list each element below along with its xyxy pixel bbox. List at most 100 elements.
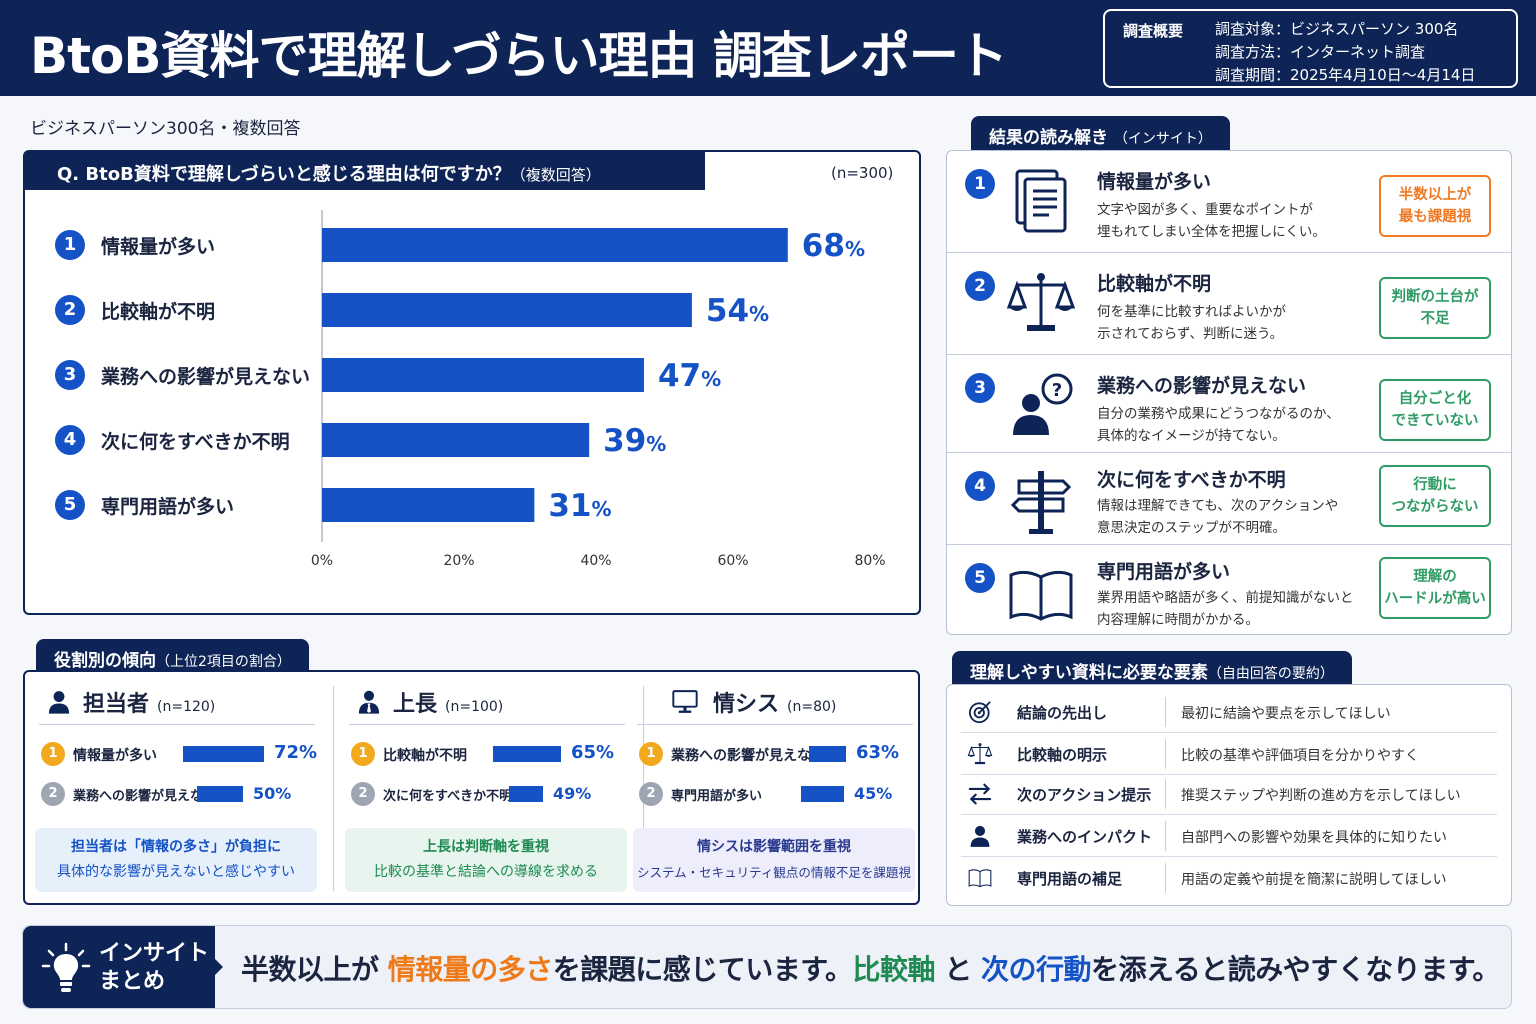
summary-label: インサイト まとめ [99,940,209,996]
requirement-row: 次のアクション提示 推奨ステップや判断の進め方を示してほしい [961,773,1497,815]
summary-tag: インサイト まとめ [23,926,215,1008]
role-item-percent: 72% [274,742,318,763]
rank-badge: 1 [55,230,85,260]
insight-tag-line: 理解の [1413,569,1457,585]
role-note-line: 情シスは影響範囲を重視 [697,839,851,855]
role-bar [509,786,543,802]
insight-number: 1 [965,169,995,199]
survey-overview-box: 調査概要 調査対象：ビジネスパーソン 300名 調査方法：インターネット調査 調… [1103,9,1518,88]
role-item-label: 業務への影響が見えない [671,748,825,764]
rank-badge: 1 [351,742,375,766]
role-divider [39,724,315,725]
role-sample-size: (n=100) [445,699,504,715]
insight-title: 比較軸が不明 [1097,273,1212,295]
survey-period: 調査期間：2025年4月10日〜4月14日 [1215,66,1476,84]
insight-row: 3? 業務への影響が見えない 自分の業務や成果にどうつながるのか、 具体的なイメージが… [947,355,1511,453]
chart-panel: Q. BtoB資料で理解しづらいと感じる理由は何ですか？（複数回答） (n=30… [23,150,921,615]
lightbulb-icon [41,942,91,992]
role-sample-size: (n=120) [157,699,216,715]
role-note-line: 具体的な影響が見えないと感じやすい [57,864,295,880]
role-name: 情シス [713,692,780,717]
role-column-divider [333,686,334,891]
insight-tag-line: 半数以上が [1398,187,1472,203]
survey-label: 調査概要 [1123,22,1184,40]
requirement-row: 業務へのインパクト 自部門への影響や効果を具体的に知りたい [961,815,1497,857]
rank-badge: 2 [41,782,65,806]
role-item-label: 情報量が多い [73,748,157,764]
requirement-divider [1165,821,1166,851]
requirement-value: 自部門への影響や効果を具体的に知りたい [1181,830,1447,846]
category-label: 次に何をすべきか不明 [101,431,290,453]
insight-description: 業界用語や略語が多く、前提知識がないと 内容理解に時間がかかる。 [1097,587,1367,631]
bar [322,228,788,262]
insights-tab-label: 結果の読み解き [989,128,1108,148]
requirement-key: 結論の先出し [1017,704,1108,722]
summary-highlight-info: 情報量の多さ [387,953,554,986]
insight-description: 自分の業務や成果にどうつながるのか、 具体的なイメージが持てない。 [1097,403,1367,447]
summary-highlight-next: 次の行動 [981,953,1092,986]
insight-tag: 自分ごと化 できていない [1379,379,1491,441]
role-note-line: 担当者は「情報の多さ」が負担に [71,839,281,855]
requirement-key: 次のアクション提示 [1017,786,1152,804]
insight-tag: 理解の ハードルが高い [1379,557,1491,619]
bar-chart: 68% 54% 47% 39% 31% 0% 20% 40% 60% 80% [311,210,886,569]
x-tick-label: 60% [717,553,748,569]
insight-description-line: 文字や図が多く、重要なポイントが [1097,202,1313,218]
category-label: 比較軸が不明 [101,301,216,323]
requirements-panel: 結論の先出し 最初に結論や要点を示してほしい 比較軸の明示 比較の基準や評価項目を分か… [946,684,1512,906]
question-note: （複数回答） [510,166,601,184]
insight-row: 1 情報量が多い 文字や図が多く、重要なポイントが 埋もれてしまい全体を把握しにくい。… [947,151,1511,253]
role-name: 上長 [393,692,438,717]
role-bar [183,746,264,762]
bar [322,488,535,522]
roles-tab-note: （上位2項目の割合） [156,654,291,670]
insight-description: 何を基準に比較すればよいかが 示されておらず、判断に迷う。 [1097,301,1367,345]
role-column: 上長 (n=100) 1 比較軸が不明 65% 2 次に何をすべきか不明 49% 上長は判断軸を… [335,672,633,903]
question-text: Q. BtoB資料で理解しづらいと感じる理由は何ですか？ [57,164,511,185]
scale-icon [1005,267,1077,343]
insight-tag-line: 最も課題視 [1398,209,1472,225]
category-label: 情報量が多い [101,236,216,258]
requirement-divider [1165,697,1166,727]
role-note: 担当者は「情報の多さ」が負担に 具体的な影響が見えないと感じやすい [35,828,317,892]
requirement-value: 推奨ステップや判断の進め方を示してほしい [1181,788,1461,804]
book-icon [1005,559,1077,635]
role-heading: 上長 (n=100) [355,686,503,722]
requirement-divider [1165,779,1166,809]
bar [322,358,644,392]
insight-description-line: 何を基準に比較すればよいかが [1097,304,1286,320]
role-note: 情シスは影響範囲を重視 システム・セキュリティ観点の情報不足を課題視 [633,828,915,892]
summary-arrow [213,957,223,977]
insight-tag-line: 行動に [1413,477,1457,493]
sample-size: (n=300) [831,164,894,182]
monitor-icon [667,688,703,722]
insight-tag: 判断の土台が 不足 [1379,277,1491,339]
role-item-label: 専門用語が多い [671,789,763,804]
insight-description: 文字や図が多く、重要なポイントが 埋もれてしまい全体を把握しにくい。 [1097,199,1367,243]
insight-title: 次に何をすべきか不明 [1097,469,1286,491]
header: BtoB資料で理解しづらい理由 調査レポート 調査概要 調査対象：ビジネスパーソ… [0,0,1536,96]
summary-part: を課題に感じています。 [552,953,853,986]
insights-panel: 1 情報量が多い 文字や図が多く、重要なポイントが 埋もれてしまい全体を把握しにくい。… [946,150,1512,635]
insight-number: 5 [965,563,995,593]
rank-badge: 5 [55,490,85,520]
role-note-line: 上長は判断軸を重視 [423,839,549,855]
person-icon [967,823,993,853]
scale-icon [967,741,993,771]
rank-badge: 2 [351,782,375,806]
bar [322,423,590,457]
role-note: 上長は判断軸を重視 比較の基準と結論への導線を求める [345,828,627,892]
book-icon [967,865,993,895]
x-tick-label: 20% [443,553,474,569]
requirement-divider [1165,863,1166,893]
person-icon [45,688,73,722]
insight-description-line: 示されておらず、判断に迷う。 [1097,326,1284,342]
svg-text:?: ? [1052,380,1062,401]
question-bar: Q. BtoB資料で理解しづらいと感じる理由は何ですか？（複数回答） [25,152,705,190]
rank-badge: 2 [639,782,663,806]
bar-value-label: 31% [548,488,611,524]
role-item-percent: 65% [571,742,615,763]
role-item-percent: 49% [553,784,592,803]
insights-tab-note: （インサイト） [1113,131,1212,147]
role-item-percent: 50% [253,784,292,803]
